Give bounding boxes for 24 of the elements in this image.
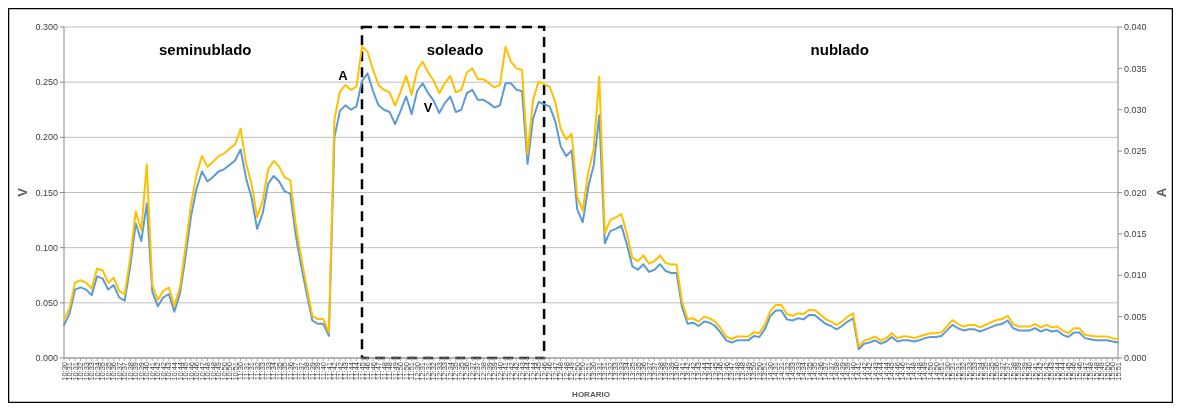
y2-axis-title: A — [1153, 187, 1169, 198]
y2-tick-label: 0.025 — [1124, 146, 1147, 157]
series-label: V — [423, 99, 433, 115]
y-tick-label: 0.050 — [35, 297, 58, 308]
y-tick-label: 0.100 — [35, 242, 58, 253]
y-axis-title: V — [14, 187, 30, 197]
y2-tick-label: 0.015 — [1124, 229, 1147, 240]
annotation: nublado — [810, 41, 869, 58]
y-tick-label: 0.150 — [35, 187, 58, 198]
y-tick-label: 0.250 — [35, 77, 58, 88]
x-axis-title: HORARIO — [572, 390, 610, 399]
y-tick-label: 0.200 — [35, 132, 58, 143]
series-label: A — [338, 68, 349, 84]
y2-tick-label: 0.040 — [1124, 22, 1147, 33]
y2-tick-label: 0.035 — [1124, 63, 1147, 74]
annotation: seminublado — [158, 41, 252, 58]
y2-tick-label: 0.005 — [1124, 311, 1147, 322]
y2-tick-label: 0.020 — [1124, 187, 1147, 198]
y-tick-label: 0.000 — [35, 353, 58, 364]
y2-tick-label: 0.030 — [1124, 104, 1147, 115]
y2-tick-label: 0.010 — [1124, 270, 1147, 281]
y-tick-label: 0.300 — [35, 22, 58, 33]
annotation: soleado — [426, 41, 484, 58]
y2-tick-label: 0.000 — [1124, 353, 1147, 364]
